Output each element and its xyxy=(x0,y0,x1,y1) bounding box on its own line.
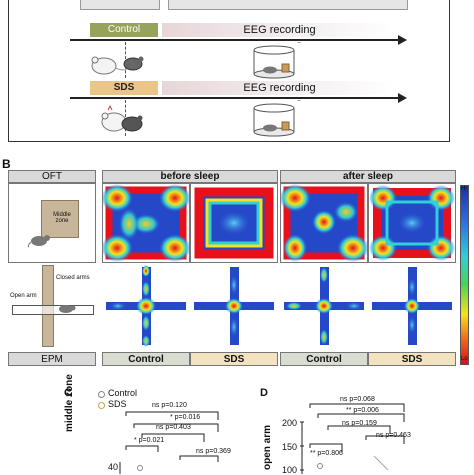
timeline-arrowhead xyxy=(398,93,407,103)
timeline-arrow-line xyxy=(70,39,400,41)
middle-zone-square xyxy=(41,200,79,238)
oft-heatmap-control-before xyxy=(102,183,190,263)
panel-b-letter: B xyxy=(2,157,11,171)
column-label-sds: SDS xyxy=(368,352,456,366)
eeg-recording-label: EEG recording xyxy=(162,23,397,37)
oft-illustration: Middle zone xyxy=(8,183,96,263)
legend-control-label: Control xyxy=(108,388,138,398)
recording-cage-icon xyxy=(253,103,295,137)
stat-label: * p=0.021 xyxy=(134,437,165,444)
oft-heatmap-sds-before xyxy=(190,183,278,263)
stat-label: ns p=0.159 xyxy=(342,420,377,427)
open-arm-label: Open arm xyxy=(10,293,37,299)
timeline-arrow-line xyxy=(70,97,400,99)
stat-label: ** p=0.806 xyxy=(310,450,343,457)
panel-d-letter: D xyxy=(260,387,268,399)
middle-zone-label: Middle zone xyxy=(53,212,71,224)
timeline-header-right xyxy=(168,0,408,10)
epm-heatmap-sds-before xyxy=(190,265,278,347)
mouse-pair-icon xyxy=(91,56,144,75)
panel-c-ylabel: middle zone xyxy=(64,374,75,432)
group-label-sds: SDS xyxy=(90,81,158,95)
mouse-icon xyxy=(27,235,50,248)
oft-heatmap-control-after xyxy=(280,183,368,263)
panel-c-letter: C xyxy=(64,387,72,399)
panel-d-ytick: 100 xyxy=(282,465,298,475)
cable-icon: ~ xyxy=(297,98,302,105)
open-arms-bar xyxy=(12,305,94,315)
mouse-pair-icon xyxy=(101,104,143,132)
panel-d-ytick: 150 xyxy=(282,442,298,452)
legend-marker-control xyxy=(98,391,105,398)
mouse-icon xyxy=(59,305,76,313)
colorbar-lo-label: Lo xyxy=(461,356,468,362)
stat-label: ns p=0.120 xyxy=(152,402,187,409)
oft-header: OFT xyxy=(8,170,96,183)
colorbar-hi-label: Hi xyxy=(461,186,467,192)
after-sleep-header: after sleep xyxy=(280,170,456,183)
panel-c-significance-brackets xyxy=(119,411,219,474)
recording-cage-icon xyxy=(253,45,295,79)
before-sleep-header: before sleep xyxy=(102,170,278,183)
column-label-control: Control xyxy=(280,352,368,366)
dashed-divider xyxy=(125,100,126,136)
panel-a-frame xyxy=(8,0,450,142)
closed-arms-label: Closed arms xyxy=(56,275,90,281)
timeline-header-left xyxy=(80,0,160,10)
group-label-control: Control xyxy=(90,23,158,37)
stat-label: ns p=0.463 xyxy=(376,432,411,439)
panel-d-ytick: 200 xyxy=(282,418,298,428)
timeline-arrowhead xyxy=(398,35,407,45)
panel-d-significance-brackets xyxy=(300,403,405,474)
stat-label: ** p=0.006 xyxy=(346,407,379,414)
panel-c-ytick: 40 xyxy=(108,462,119,472)
epm-illustration: Closed arms Open arm xyxy=(8,265,96,347)
panel-d-ylabel: open arm xyxy=(262,424,273,470)
stat-label: ns p=0.068 xyxy=(340,396,375,403)
stat-label: * p=0.016 xyxy=(170,414,201,421)
cable-icon: ~ xyxy=(297,40,302,47)
oft-heatmap-sds-after xyxy=(368,183,456,263)
stat-label: ns p=0.369 xyxy=(196,448,231,455)
epm-header: EPM xyxy=(8,352,96,366)
epm-heatmap-control-after xyxy=(280,265,368,347)
legend-marker-sds xyxy=(98,402,105,409)
column-label-sds: SDS xyxy=(190,352,278,366)
legend-sds-label: SDS xyxy=(108,399,127,409)
heatmap-colorbar xyxy=(460,185,469,365)
stat-label: ns p=0.403 xyxy=(156,424,191,431)
column-label-control: Control xyxy=(102,352,190,366)
epm-heatmap-control-before xyxy=(102,265,190,347)
eeg-recording-label: EEG recording xyxy=(162,81,397,95)
epm-heatmap-sds-after xyxy=(368,265,456,347)
